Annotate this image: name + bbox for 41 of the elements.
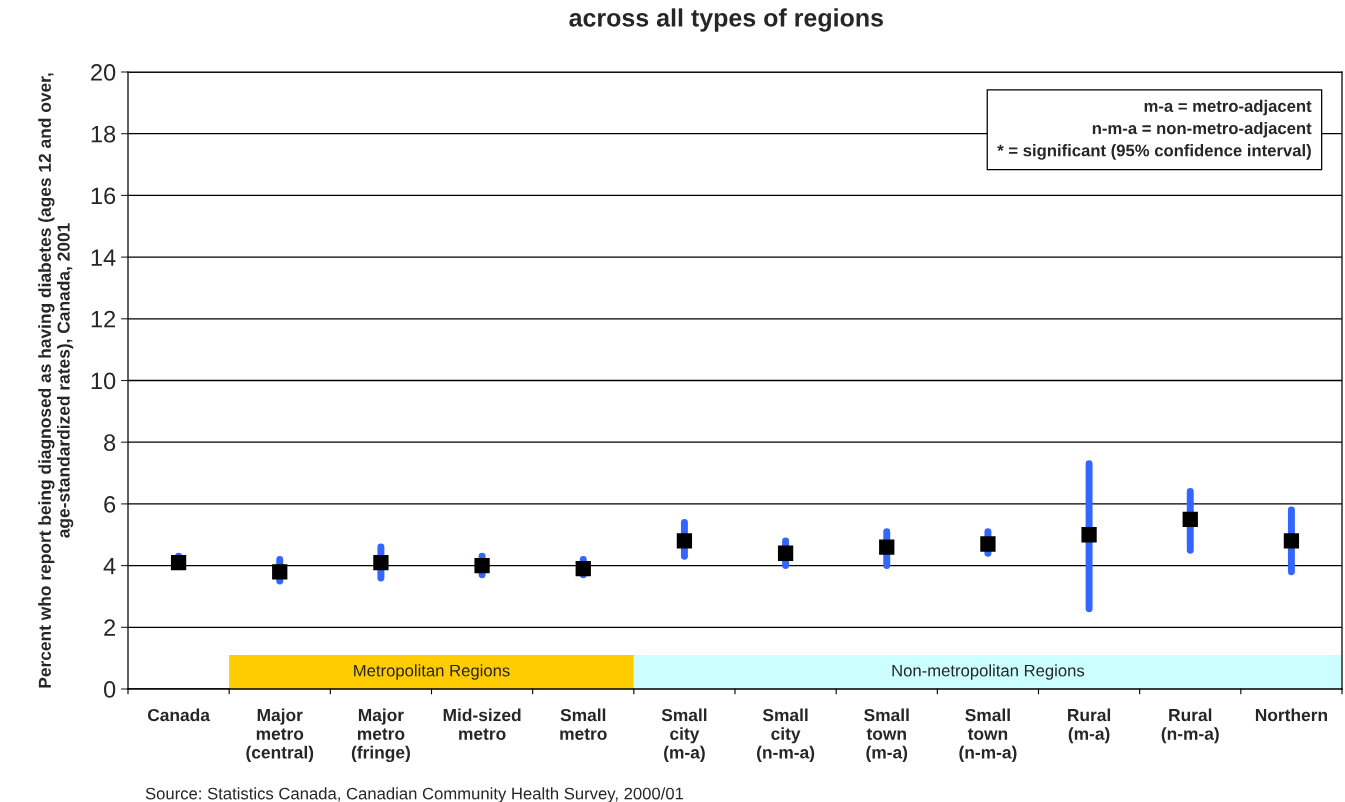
x-tick-label: Small city (n-m-a)	[757, 708, 815, 763]
y-tick-label: 20	[91, 64, 116, 81]
point	[777, 545, 794, 561]
band-label: Non-metropolitan Regions	[892, 664, 1085, 680]
x-tick-label: Small town (m-a)	[864, 708, 909, 763]
x-tick-label: Northern	[1255, 708, 1327, 722]
y-tick-label: 4	[103, 557, 116, 575]
point	[879, 539, 895, 555]
y-tick-label: 14	[91, 249, 116, 266]
y-tick-label: 18	[91, 125, 116, 143]
chart-title: across all types of regions	[569, 8, 883, 32]
point	[980, 536, 996, 552]
x-tick-label: Mid-sized metro	[443, 708, 521, 740]
point	[676, 533, 693, 549]
y-tick-label: 8	[104, 434, 116, 451]
y-tick-label: 2	[104, 619, 116, 636]
point	[1182, 511, 1198, 527]
point	[1081, 527, 1097, 543]
x-tick-label: Small city (m-a)	[661, 708, 707, 763]
source-note: Source: Statistics Canada, Canadian Community Health Survey, 2000/01	[145, 787, 684, 802]
y-tick-label: 10	[91, 372, 116, 390]
x-tick-label: Small metro	[560, 708, 607, 740]
annotation: m-a = metro-adjacent n-m-a = non-metro-adjacent * = significant (95% confidence interval)	[997, 99, 1312, 160]
point	[575, 561, 591, 577]
y-tick-label: 6	[104, 495, 116, 513]
x-tick-label: Rural (m-a)	[1068, 708, 1111, 744]
y-axis-title: Percent who report being diagnosed as having diabetes (ages 12 and over, age-standardized rates), Canada, 2001	[38, 73, 74, 688]
band-label: Metropolitan Regions	[354, 664, 510, 680]
point	[1283, 533, 1300, 549]
x-tick-label: Major metro (fringe)	[351, 708, 410, 763]
y-tick-label: 16	[91, 187, 116, 205]
x-tick-label: Rural (n-m-a)	[1161, 708, 1219, 744]
point	[474, 557, 490, 574]
point	[272, 564, 288, 580]
x-tick-label: Major metro (central)	[246, 708, 314, 763]
point	[373, 554, 389, 571]
y-tick-label: 0	[103, 681, 116, 698]
x-tick-label: Small town (n-m-a)	[959, 708, 1017, 763]
x-tick-label: Canada	[147, 708, 211, 722]
point	[170, 554, 187, 571]
y-tick-label: 12	[91, 310, 116, 328]
